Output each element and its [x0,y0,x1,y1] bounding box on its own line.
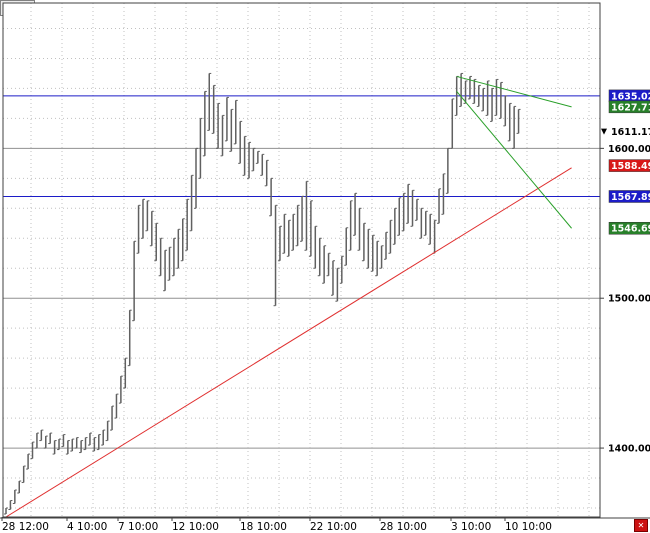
x-tick-label: 22 10:00 [310,521,357,533]
trendlines [5,75,572,518]
price-label-text: 1611.17 [611,127,650,138]
x-tick-label: 10 10:00 [505,521,552,533]
x-axis: 28 12:00 4 10:00 7 10:00 12 10:00 18 10:00 22… [1,517,552,533]
x-tick-label: 3 10:00 [451,521,491,533]
y-tick-label: 1400.00 [608,444,650,455]
x-tick-label: 18 10:00 [240,521,287,533]
plot-border [2,2,601,518]
y-axis: 1400.00 1500.00 1600.00 [600,144,650,455]
close-icon[interactable]: ✕ [634,519,648,532]
x-tick-label: 12 10:00 [172,521,219,533]
x-tick-label: 28 12:00 [2,521,49,533]
level-label-text: 1635.02 [611,91,650,102]
x-tick-label: 28 10:00 [380,521,427,533]
price-label-text: 1546.69 [611,224,650,235]
x-tick-label: 4 10:00 [67,521,107,533]
current-price-marker [601,128,607,135]
level-label-text: 1567.89 [611,192,650,203]
price-label-box [608,159,650,172]
x-tick-label: 7 10:00 [118,521,158,533]
price-labels: 1635.02 1567.89 1627.71 1611.17 1588.49 1546.… [601,89,650,235]
trendline-channel-upper [456,75,572,108]
price-label-box [608,100,650,114]
price-label-text: 1627.71 [611,102,650,113]
trendline-support [5,167,572,518]
trendline-channel-lower [456,91,572,229]
grid [3,3,600,517]
plot-frame [0,2,650,519]
y-tick-label: 1500.00 [608,294,650,305]
price-label-box [609,125,650,138]
level-label-box [608,190,650,203]
price-bars [4,72,521,515]
price-label-box [608,221,650,235]
y-tick-label: 1600.00 [608,144,650,155]
price-label-text: 1588.49 [611,161,650,172]
